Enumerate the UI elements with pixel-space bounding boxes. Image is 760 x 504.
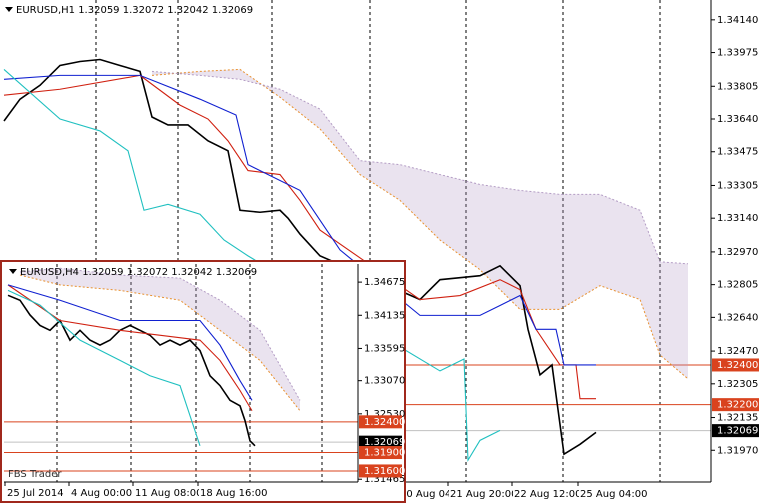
x-tick-label: 21 Aug 20:00 [450, 489, 517, 500]
watermark: FBS Trader [8, 469, 62, 480]
y-tick-label: 1.32640 [717, 312, 758, 323]
indicator-line [3, 74, 596, 400]
level-label: 1.31900 [364, 448, 405, 459]
x-tick-bg [6, 487, 72, 499]
x-tick-bg [513, 488, 579, 500]
level-label-bg [712, 424, 759, 438]
y-tick-label: 1.32135 [717, 413, 758, 424]
y-tick-label: 1.34675 [364, 277, 405, 288]
x-tick-label: 25 Aug 04:00 [580, 489, 647, 500]
level-label-bg [359, 415, 402, 429]
cloud-edge [19, 267, 301, 401]
price-line [3, 58, 597, 456]
x-tick-label: 18 Aug 16:00 [200, 488, 267, 499]
cloud-edge [151, 68, 689, 380]
level-label: 1.32400 [717, 360, 758, 371]
title-icon [9, 269, 17, 274]
x-tick-bg [199, 487, 265, 499]
y-tick-label: 1.32970 [717, 247, 758, 258]
level-label: 1.32069 [717, 426, 758, 437]
x-tick-label: 22 Aug 12:00 [514, 489, 581, 500]
chart-title: EURUSD,H1 1.32059 1.32072 1.32042 1.3206… [16, 5, 253, 16]
price-line [7, 294, 256, 447]
level-label-bg [712, 398, 759, 412]
y-tick-label: 1.31465 [364, 474, 405, 485]
y-tick-label: 1.33140 [717, 213, 758, 224]
level-label: 1.32200 [717, 400, 758, 411]
indicator-line [7, 284, 253, 412]
level-label: 1.32069 [364, 437, 405, 448]
ichimoku-cloud [152, 69, 688, 379]
y-tick-label: 1.32470 [717, 346, 758, 357]
y-tick-label: 1.33305 [717, 180, 758, 191]
inset-frame [0, 260, 406, 503]
chart-title: EURUSD,H4 1.32059 1.32072 1.32042 1.3206… [20, 267, 257, 278]
y-tick-label: 1.32530 [364, 409, 405, 420]
level-label-bg [359, 435, 402, 449]
level-label: 1.32400 [364, 417, 405, 428]
y-tick-label: 1.32805 [717, 280, 758, 291]
x-tick-label: 4 Aug 00:00 [71, 488, 132, 499]
x-tick-label: 25 Jul 2014 [7, 488, 64, 499]
indicator-line [7, 284, 253, 401]
x-tick-bg [449, 488, 515, 500]
level-label-bg [359, 446, 402, 460]
y-tick-label: 1.34140 [717, 15, 758, 26]
y-tick-label: 1.33975 [717, 48, 758, 59]
inset-chart: 1.34675 1.34135 1.33595 1.33070 1.32530 1.314… [0, 260, 406, 503]
x-tick-bg [70, 487, 136, 499]
level-label: 1.31600 [364, 466, 405, 477]
title-icon [5, 7, 13, 12]
y-tick-label: 1.31970 [717, 445, 758, 456]
indicator-line [3, 69, 501, 463]
x-tick-bg [399, 488, 465, 500]
y-tick-label: 1.32305 [717, 379, 758, 390]
cloud-edge [151, 70, 689, 265]
x-tick-bg [579, 488, 645, 500]
y-tick-label: 1.33640 [717, 114, 758, 125]
x-tick-label: 20 Aug 04:00 [400, 489, 467, 500]
cloud-edge [19, 274, 301, 412]
indicator-line [3, 74, 596, 366]
indicator-line [7, 289, 201, 446]
y-tick-label: 1.33070 [364, 376, 405, 387]
y-tick-label: 1.33595 [364, 343, 405, 354]
level-label-bg [712, 358, 759, 372]
y-tick-label: 1.33805 [717, 81, 758, 92]
level-label-bg [359, 464, 402, 478]
x-tick-bg [134, 487, 200, 499]
y-tick-label: 1.34135 [364, 310, 405, 321]
x-tick-label: 11 Aug 08:00 [135, 488, 202, 499]
y-tick-label: 1.33475 [717, 147, 758, 158]
